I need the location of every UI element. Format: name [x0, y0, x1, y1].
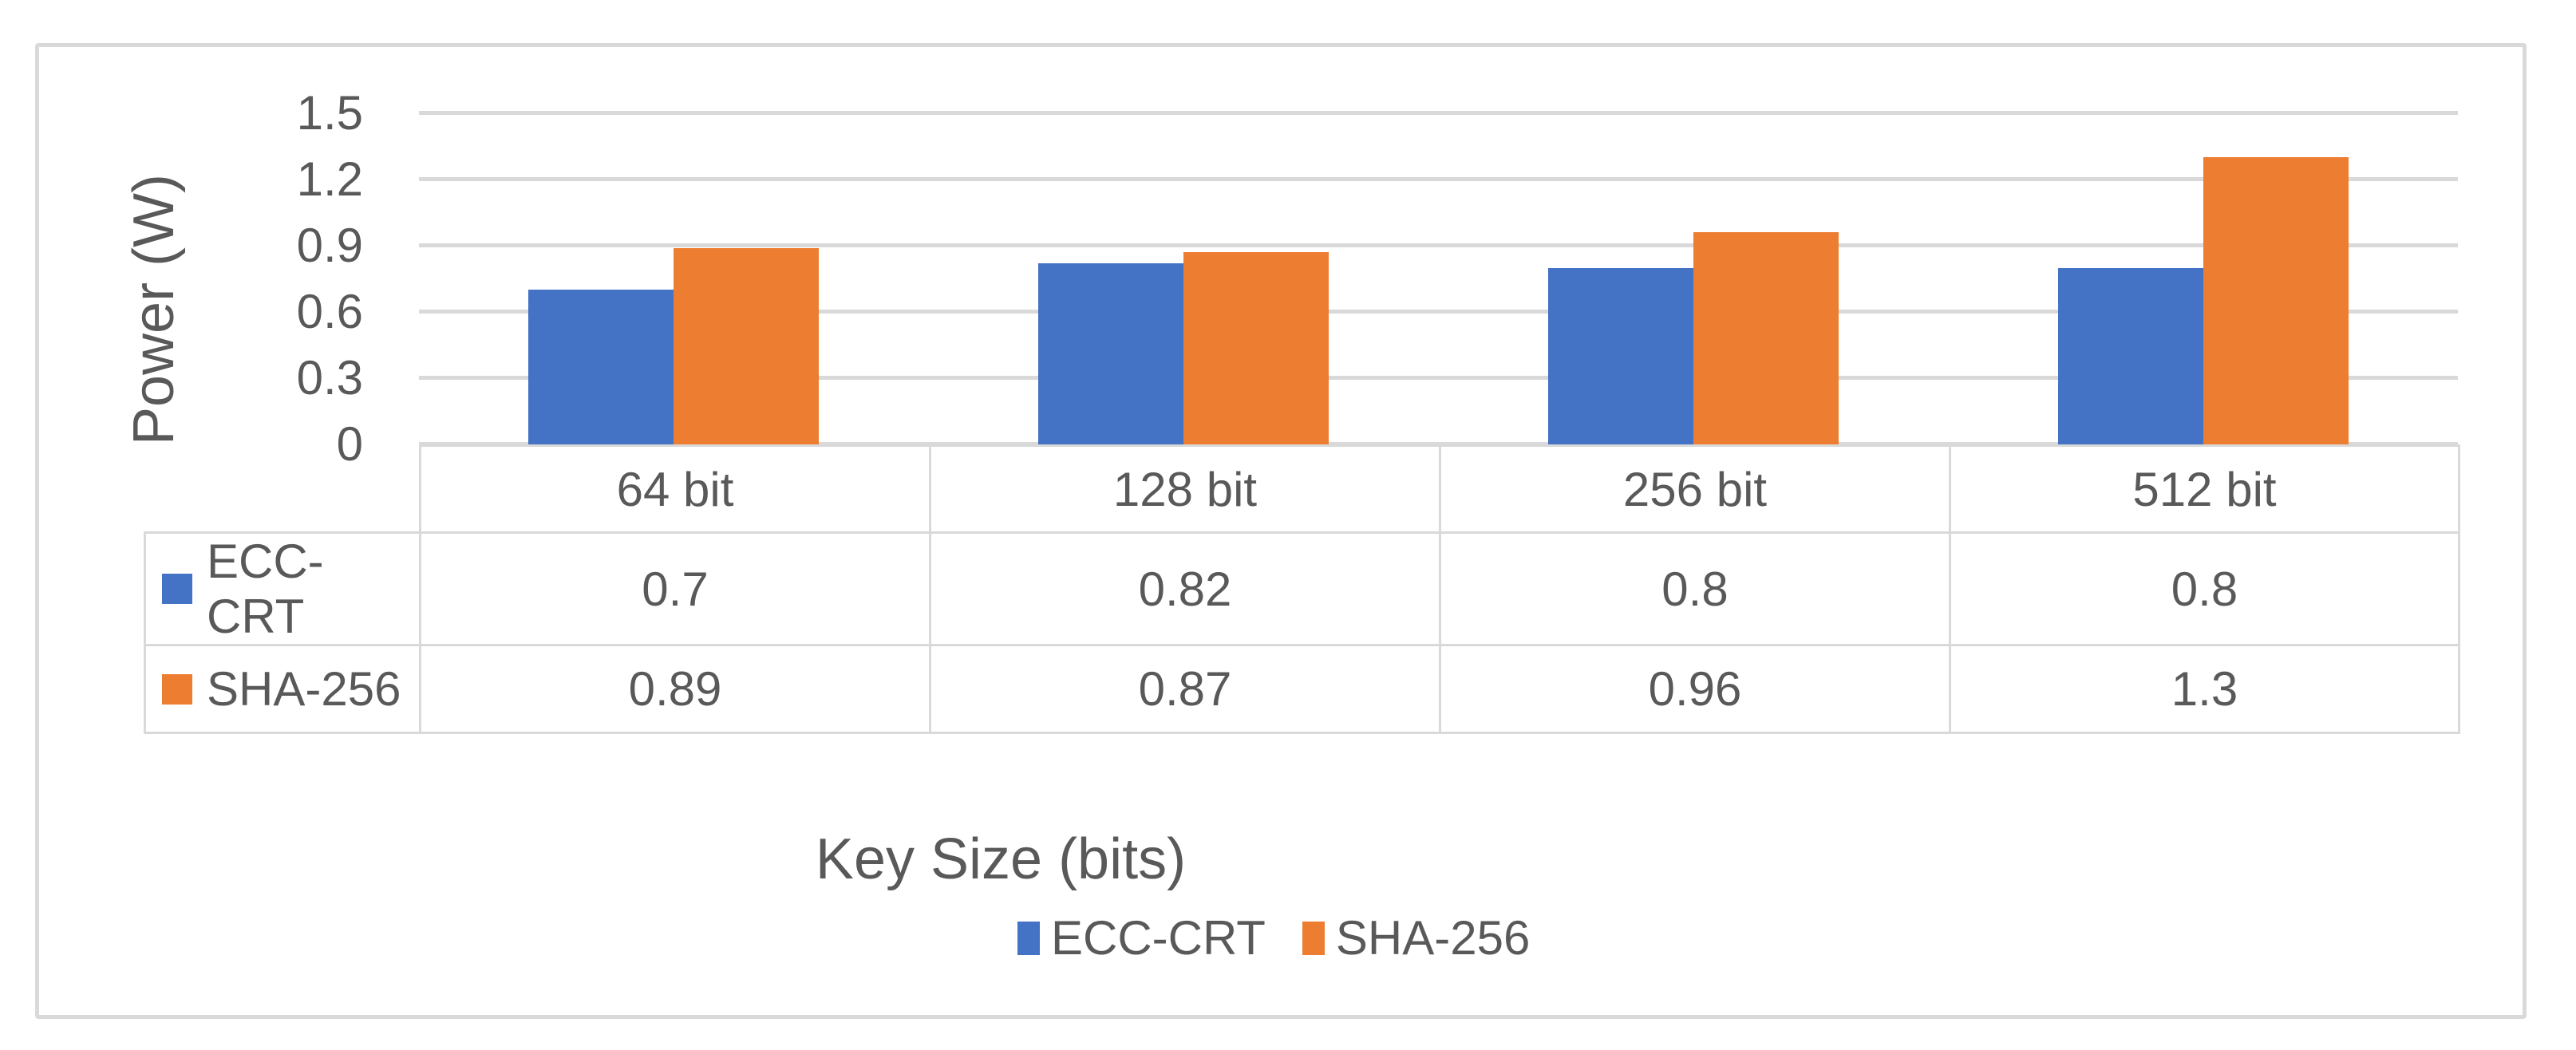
gridline	[419, 376, 2458, 380]
series-label: ECC-CRT	[207, 535, 324, 643]
value-cell: 0.82	[929, 531, 1441, 646]
value-cell: 0.8	[1949, 531, 2460, 646]
legend-item-sha-256: SHA-256	[1302, 910, 1530, 965]
table-header-cell: 64 bit	[419, 444, 931, 534]
value-cell: 0.7	[419, 531, 931, 646]
legend: ECC-CRT SHA-256	[1017, 910, 1530, 965]
table-header-cell: 512 bit	[1949, 444, 2460, 534]
y-tick-label: 0.3	[296, 351, 363, 405]
series-label-cell: SHA-256	[144, 644, 421, 734]
y-tick-label: 1.5	[296, 86, 363, 140]
gridline	[419, 111, 2458, 115]
y-tick-label: 1.2	[296, 152, 363, 206]
table-header-cell: 128 bit	[929, 444, 1441, 534]
table-header-cell: 256 bit	[1439, 444, 1951, 534]
table-corner-cell	[145, 446, 421, 533]
bar-sha-256-64bit	[674, 248, 820, 444]
value-cell: 1.3	[1949, 644, 2460, 734]
value-cell: 0.87	[929, 644, 1441, 734]
bar-ecc-crt-256bit	[1547, 268, 1693, 444]
table-row: SHA-256 0.89 0.87 0.96 1.3	[144, 644, 2460, 734]
bar-sha-256-512bit	[2203, 157, 2349, 444]
gridline	[419, 177, 2458, 181]
legend-label: SHA-256	[1335, 911, 1531, 965]
legend-swatch-icon	[1302, 921, 1325, 955]
bar-sha-256-256bit	[1693, 232, 1839, 444]
bar-ecc-crt-64bit	[528, 290, 674, 444]
bar-ecc-crt-128bit	[1038, 263, 1184, 444]
legend-label: ECC-CRT	[1051, 911, 1266, 965]
legend-swatch-icon	[1017, 921, 1040, 955]
value-cell: 0.8	[1439, 531, 1951, 646]
series-swatch-icon	[162, 673, 192, 705]
legend-item-ecc-crt: ECC-CRT	[1017, 910, 1266, 965]
gridline	[419, 310, 2458, 314]
series-label: SHA-256	[207, 662, 401, 716]
gridline	[419, 442, 2458, 446]
bar-ecc-crt-512bit	[2057, 268, 2203, 444]
gridline	[419, 243, 2458, 247]
y-tick-label: 0.6	[296, 285, 363, 338]
series-swatch-icon	[162, 574, 192, 604]
value-cell: 0.89	[419, 644, 931, 734]
plot-area	[419, 111, 2458, 446]
table-row: ECC-CRT 0.7 0.82 0.8 0.8	[144, 531, 2460, 646]
series-label-cell: ECC-CRT	[144, 531, 421, 646]
bar-sha-256-128bit	[1183, 252, 1329, 444]
table-header-row: 64 bit 128 bit 256 bit 512 bit	[145, 444, 2460, 534]
y-tick-label: 0	[336, 417, 363, 471]
y-axis-title: Power (W)	[122, 174, 186, 445]
y-tick-label: 0.9	[296, 219, 363, 272]
x-axis-title: Key Size (bits)	[815, 827, 1187, 891]
data-table: 64 bit 128 bit 256 bit 512 bit ECC-CRT 0…	[144, 444, 2460, 734]
value-cell: 0.96	[1439, 644, 1951, 734]
